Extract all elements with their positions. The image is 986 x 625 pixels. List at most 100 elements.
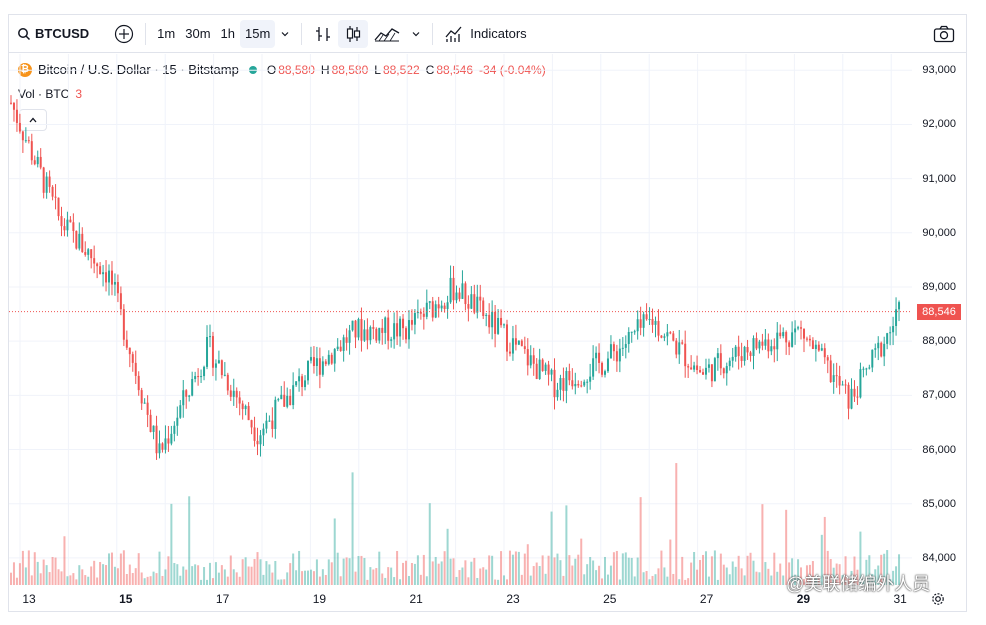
volume-bar [853,556,856,585]
candle-body [161,443,164,450]
candle-body [752,338,755,356]
volume-bar [693,552,696,585]
volume-bar [696,569,699,585]
candle-body [797,327,800,329]
candle-body [562,378,565,391]
candle-body [455,292,458,301]
candle-body [871,349,874,368]
volume-bar [419,574,422,585]
snapshot-button[interactable] [928,20,960,48]
series-title[interactable]: Bitcoin / U.S. Dollar · 15 · Bitstamp [38,62,239,77]
volume-legend[interactable]: Vol · BTC 3 [18,87,82,101]
candle-body [419,312,422,314]
candle-body [413,313,416,325]
volume-bar [505,579,508,585]
volume-bar [226,576,229,585]
volume-bar [663,567,666,585]
candle-body [482,300,485,316]
candles-style-button[interactable] [338,19,369,48]
candle-body [90,249,93,259]
symbol-search[interactable]: BTCUSD [17,26,89,41]
volume-bar [713,550,716,585]
candle-body [889,332,892,334]
interval-15m[interactable]: 15m [240,19,276,48]
volume-bar [354,571,357,585]
candle-body [315,358,318,367]
volume-bar [434,556,437,585]
separator [301,22,303,45]
price-chart[interactable] [9,54,912,585]
candle-body [874,348,877,350]
volume-bar [687,578,690,585]
candle-body [880,342,883,357]
interval-1h[interactable]: 1h [220,26,235,41]
candle-body [642,314,645,328]
volume-bar [286,572,289,585]
volume-bar [838,564,841,585]
candle-body [859,369,862,398]
volume-bar [271,572,274,585]
candle-body [696,365,699,371]
candle-body [713,358,716,382]
volume-bar [802,579,805,585]
candle-body [146,402,149,415]
candle-body [856,396,859,398]
volume-bar [244,557,247,585]
candle-body [410,320,413,325]
volume-bar [102,564,105,585]
volume-bar [232,569,235,585]
candle-body [226,374,229,391]
volume-bar [229,555,232,585]
candle-body [292,385,295,406]
market-status-icon[interactable] [248,65,257,74]
volume-bar [416,555,419,585]
candle-body [794,328,797,333]
candle-body [110,270,113,285]
candle-body [669,332,672,334]
volume-bar [321,569,324,585]
volume-bar [357,556,360,585]
chart-type-dropdown[interactable] [406,20,426,48]
area-style-button[interactable] [368,20,406,48]
volume-bar [324,574,327,585]
volume-bar [214,562,217,585]
volume-bar [681,556,684,585]
volume-bar [743,575,746,585]
candle-body [681,342,684,344]
candle-body [707,364,710,368]
interval-dropdown[interactable] [275,20,295,48]
indicators-button[interactable]: Indicators [439,20,531,48]
bar-style-button[interactable] [308,20,338,48]
time-axis[interactable]: 13 15 17 19 21 23 25 27 29 31 [9,585,912,611]
candle-body [586,381,589,383]
candle-body [589,376,592,382]
volume-bar [318,576,321,585]
volume-bar [678,579,681,585]
candle-body [823,348,826,358]
compare-button[interactable] [109,20,139,48]
volume-bar [734,566,737,585]
volume-bar [351,472,354,585]
candle-body [283,394,286,407]
volume-bar [571,565,574,585]
candle-body [125,339,128,348]
candle-body [271,420,274,429]
search-icon [18,27,31,40]
price-axis[interactable]: 93,000 92,000 91,000 90,000 89,000 88,000 87,0… [912,54,966,585]
interval-1m[interactable]: 1m [157,26,176,41]
chevron-up-icon [29,117,37,123]
volume-bar [36,561,39,585]
interval-30m[interactable]: 30m [185,26,211,41]
candle-body [369,327,372,341]
top-toolbar: BTCUSD 1m 30m 1h 15m Indicators [9,15,966,53]
volume-bar [298,550,301,585]
candle-body [473,294,476,313]
candle-body [96,263,99,267]
volume-bar [586,564,589,585]
gear-icon[interactable] [931,592,945,606]
candle-body [529,355,532,366]
volume-bar [182,566,185,585]
candle-body [223,374,226,376]
candle-body [508,351,511,354]
volume-bar [283,579,286,585]
